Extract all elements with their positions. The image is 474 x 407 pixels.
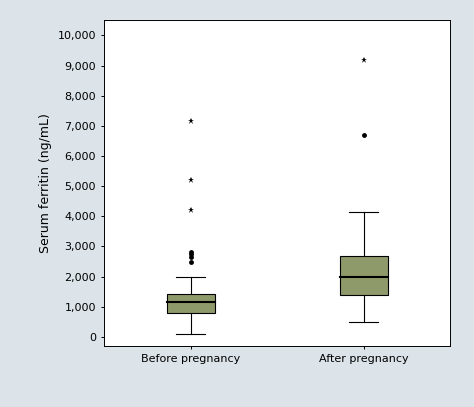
Bar <box>166 294 215 313</box>
Bar <box>339 256 388 295</box>
Y-axis label: Serum ferritin (ng/mL): Serum ferritin (ng/mL) <box>39 113 52 253</box>
